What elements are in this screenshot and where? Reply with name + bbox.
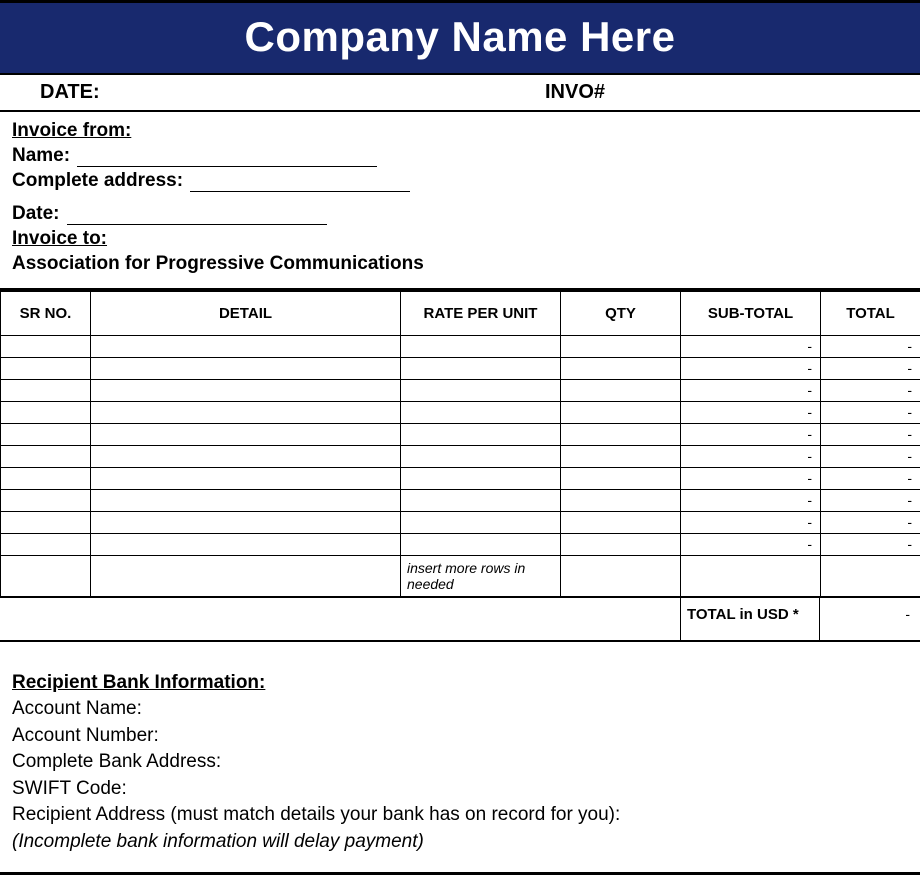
- bank-address: Complete Bank Address:: [12, 749, 908, 776]
- bank-recipient-addr: Recipient Address (must match details yo…: [12, 802, 908, 829]
- cell-sub: -: [681, 467, 821, 489]
- table-row: --: [1, 379, 920, 401]
- cell-sub: -: [681, 357, 821, 379]
- total-label: TOTAL in USD *: [680, 598, 820, 640]
- total-row: TOTAL in USD * -: [0, 598, 920, 642]
- total-value: -: [820, 598, 920, 640]
- address-field[interactable]: [190, 174, 410, 192]
- from-date-label: Date:: [12, 203, 60, 224]
- col-detail: DETAIL: [91, 291, 401, 335]
- cell-sub: -: [681, 379, 821, 401]
- invoice-to-value: Association for Progressive Communicatio…: [12, 253, 424, 274]
- table-row: --: [1, 445, 920, 467]
- col-sr: SR NO.: [1, 291, 91, 335]
- cell-total: -: [821, 533, 920, 555]
- company-banner: Company Name Here: [0, 3, 920, 75]
- invoice-to-heading: Invoice to:: [12, 228, 107, 249]
- cell-sub: -: [681, 445, 821, 467]
- col-rate: RATE PER UNIT: [401, 291, 561, 335]
- bank-account-name: Account Name:: [12, 696, 908, 723]
- table-row: --: [1, 489, 920, 511]
- table-row: --: [1, 357, 920, 379]
- table-row: --: [1, 401, 920, 423]
- table-row: --: [1, 533, 920, 555]
- table-note-row: insert more rows in needed: [1, 555, 920, 597]
- from-date-field[interactable]: [67, 207, 327, 225]
- date-label: DATE:: [10, 81, 505, 104]
- invoice-from-section: Invoice from: Name: Complete address: Da…: [0, 112, 920, 290]
- cell-sub: -: [681, 533, 821, 555]
- invo-label: INVO#: [505, 81, 910, 104]
- invoice-from-heading: Invoice from:: [12, 120, 131, 141]
- bank-info-section: Recipient Bank Information: Account Name…: [0, 642, 920, 872]
- insert-rows-note: insert more rows in needed: [401, 555, 561, 597]
- table-row: --: [1, 423, 920, 445]
- table-row: --: [1, 335, 920, 357]
- address-label: Complete address:: [12, 170, 183, 191]
- bank-swift: SWIFT Code:: [12, 776, 908, 803]
- bank-warning: (Incomplete bank information will delay …: [12, 829, 908, 856]
- table-row: --: [1, 467, 920, 489]
- table-row: --: [1, 511, 920, 533]
- cell-total: -: [821, 489, 920, 511]
- invoice-page: Company Name Here DATE: INVO# Invoice fr…: [0, 0, 920, 875]
- cell-sub: -: [681, 401, 821, 423]
- company-name: Company Name Here: [245, 13, 676, 60]
- cell-total: -: [821, 379, 920, 401]
- table-body: -- -- -- -- -- -- -- -- -- -- insert mor…: [1, 335, 920, 597]
- cell-sub: -: [681, 423, 821, 445]
- cell-total: -: [821, 335, 920, 357]
- col-sub: SUB-TOTAL: [681, 291, 821, 335]
- cell-sub: -: [681, 511, 821, 533]
- bank-heading: Recipient Bank Information:: [12, 672, 265, 693]
- table-header-row: SR NO. DETAIL RATE PER UNIT QTY SUB-TOTA…: [1, 291, 920, 335]
- bank-account-number: Account Number:: [12, 723, 908, 750]
- cell-total: -: [821, 445, 920, 467]
- cell-total: -: [821, 357, 920, 379]
- invoice-table: SR NO. DETAIL RATE PER UNIT QTY SUB-TOTA…: [0, 290, 920, 598]
- cell-sub: -: [681, 489, 821, 511]
- cell-sub: -: [681, 335, 821, 357]
- cell-total: -: [821, 423, 920, 445]
- name-label: Name:: [12, 145, 70, 166]
- name-field[interactable]: [77, 149, 377, 167]
- cell-total: -: [821, 511, 920, 533]
- cell-total: -: [821, 401, 920, 423]
- date-invo-row: DATE: INVO#: [0, 75, 920, 112]
- col-total: TOTAL: [821, 291, 920, 335]
- col-qty: QTY: [561, 291, 681, 335]
- cell-total: -: [821, 467, 920, 489]
